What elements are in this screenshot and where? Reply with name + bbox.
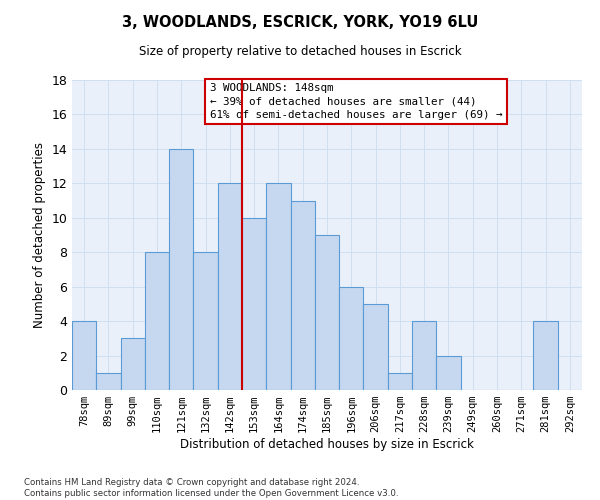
Y-axis label: Number of detached properties: Number of detached properties xyxy=(33,142,46,328)
Text: Size of property relative to detached houses in Escrick: Size of property relative to detached ho… xyxy=(139,45,461,58)
Bar xyxy=(96,373,121,390)
Bar xyxy=(169,149,193,390)
Text: 3 WOODLANDS: 148sqm
← 39% of detached houses are smaller (44)
61% of semi-detach: 3 WOODLANDS: 148sqm ← 39% of detached ho… xyxy=(210,83,502,120)
Bar xyxy=(218,184,242,390)
Bar xyxy=(242,218,266,390)
Text: Contains HM Land Registry data © Crown copyright and database right 2024.
Contai: Contains HM Land Registry data © Crown c… xyxy=(24,478,398,498)
Bar xyxy=(364,304,388,390)
Bar xyxy=(193,252,218,390)
Bar xyxy=(388,373,412,390)
Bar xyxy=(339,286,364,390)
Bar xyxy=(121,338,145,390)
Bar xyxy=(533,321,558,390)
Bar xyxy=(412,321,436,390)
Bar xyxy=(145,252,169,390)
Bar xyxy=(436,356,461,390)
Bar xyxy=(266,184,290,390)
Text: 3, WOODLANDS, ESCRICK, YORK, YO19 6LU: 3, WOODLANDS, ESCRICK, YORK, YO19 6LU xyxy=(122,15,478,30)
Bar xyxy=(290,200,315,390)
X-axis label: Distribution of detached houses by size in Escrick: Distribution of detached houses by size … xyxy=(180,438,474,451)
Bar xyxy=(315,235,339,390)
Bar xyxy=(72,321,96,390)
